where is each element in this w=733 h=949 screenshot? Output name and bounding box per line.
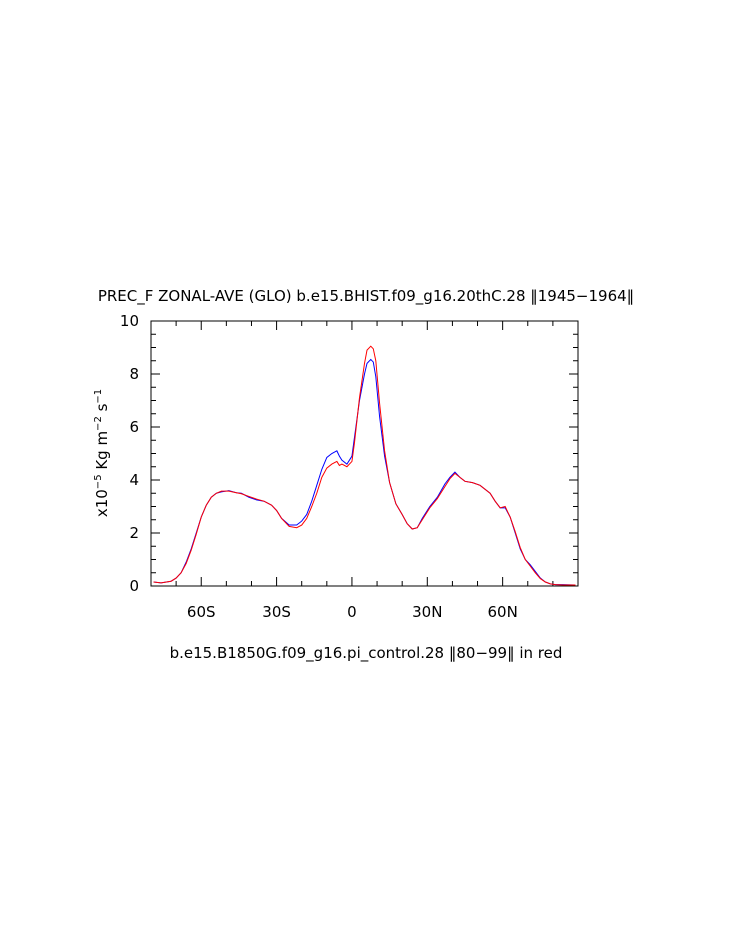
x-tick-label: 30S	[262, 603, 291, 621]
y-tick-label: 10	[120, 312, 139, 330]
data-line	[153, 345, 576, 586]
y-tick-label: 6	[129, 418, 139, 436]
y-label-part: −5	[93, 474, 104, 489]
y-label-part: x10	[93, 489, 111, 517]
y-tick-label: 0	[129, 577, 139, 595]
x-tick-label: 60S	[187, 603, 216, 621]
y-tick-label: 8	[129, 365, 139, 383]
y-label-part: s	[93, 403, 111, 416]
y-label-part: −2	[93, 416, 104, 431]
x-tick-label: 60N	[487, 603, 517, 621]
y-tick-label: 4	[129, 471, 139, 489]
chart-title: PREC_F ZONAL-AVE (GLO) b.e15.BHIST.f09_g…	[98, 287, 634, 306]
x-tick-label: 0	[347, 603, 357, 621]
y-axis-label: x10−5 Kg m−2 s−1	[93, 389, 111, 517]
y-label-part: −1	[93, 389, 104, 404]
x-tick-label: 30N	[412, 603, 442, 621]
y-tick-label: 2	[129, 524, 139, 542]
data-line	[153, 358, 576, 586]
y-label-part: Kg m	[93, 431, 111, 475]
chart-subtitle: b.e15.B1850G.f09_g16.pi_control.28 ‖80−9…	[170, 644, 563, 663]
